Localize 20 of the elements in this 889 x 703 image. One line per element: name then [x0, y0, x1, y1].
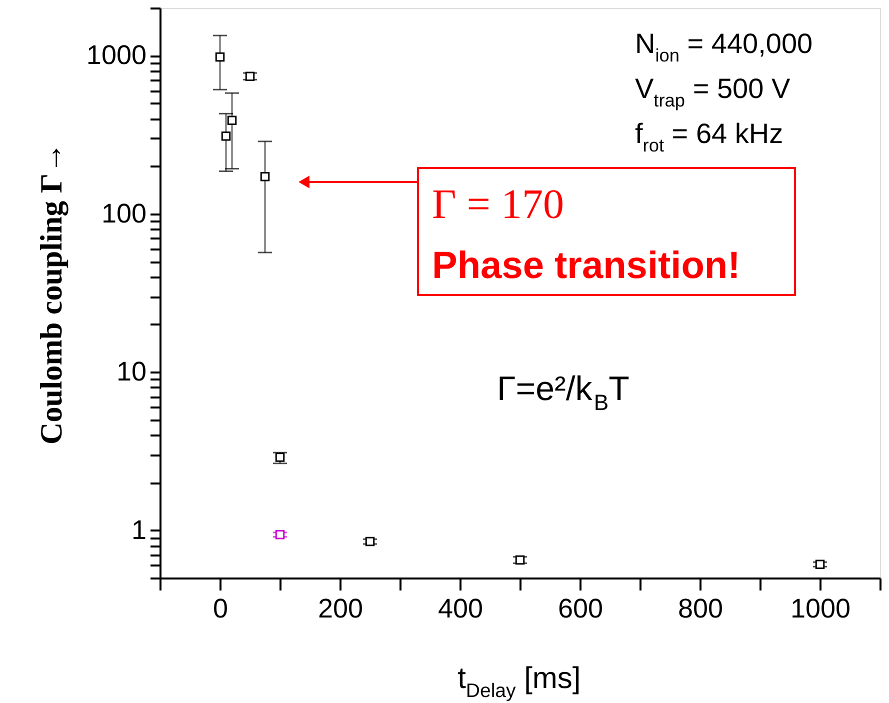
annotation: Γ = 170 [432, 182, 564, 228]
x-tick-label: 800 [678, 594, 724, 624]
point [227, 116, 237, 125]
x-tick-label: 400 [438, 594, 484, 624]
point [260, 172, 270, 182]
x-tick-label: 1000 [790, 594, 851, 624]
y-tick-label: 1000 [86, 40, 146, 70]
point [365, 536, 375, 546]
x-tick-label: 0 [212, 594, 228, 624]
point [221, 132, 231, 141]
x-tick-label: 600 [558, 594, 604, 624]
x-tick-label: 200 [318, 594, 364, 624]
y-tick-label: 1 [131, 514, 146, 545]
point [275, 452, 285, 462]
point [215, 52, 225, 62]
y-tick-label: 10 [116, 356, 146, 387]
y-axis-title: Coulomb coupling Γ→ [33, 142, 68, 445]
annotation: Phase transition! [432, 245, 740, 287]
y-tick-label: 100 [101, 198, 146, 228]
point [815, 560, 825, 569]
